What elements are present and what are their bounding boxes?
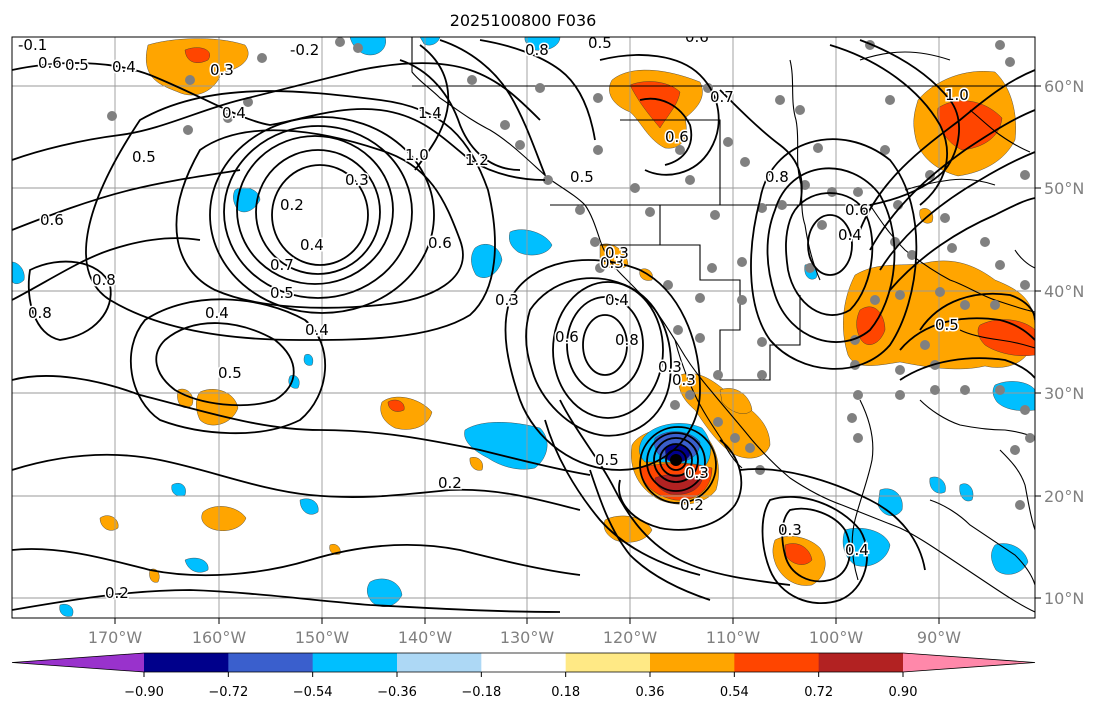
contour-label: 0.5	[218, 364, 242, 382]
contour-label: 0.3	[210, 61, 234, 79]
colorbar-ticks: −0.90 −0.72 −0.54 −0.36 −0.18 0.18 0.36 0.54 0.7…	[124, 672, 917, 700]
colorbar	[11, 652, 1036, 673]
contour-label: 0.3	[658, 358, 682, 376]
contour-label: 0.3	[600, 254, 624, 272]
contour-label: 1.0	[945, 86, 969, 104]
colorbar-segment	[565, 653, 651, 672]
colorbar-segment	[397, 653, 482, 672]
contour-label: 0.6	[38, 54, 62, 72]
contour-label: 0.5	[270, 284, 294, 302]
storm-center-marker	[670, 454, 682, 466]
contour-label: 0.4	[838, 226, 862, 244]
contour-lines	[12, 39, 1035, 613]
lat-tick-label: 20°N	[1044, 487, 1084, 506]
contour-label: 0.4	[305, 321, 329, 339]
contour-label: 0.3	[605, 244, 629, 262]
contour-label: 0.5	[132, 148, 156, 166]
contour-label: 0.2	[438, 474, 462, 492]
lon-tick-label: 120°W	[603, 628, 658, 647]
contour-label: 0.2	[105, 584, 129, 602]
contour-label: 0.2	[680, 496, 704, 514]
colorbar-segment	[481, 653, 567, 672]
contour-label: 0.5	[935, 316, 959, 334]
contour-label: 1.2	[465, 151, 489, 169]
contour-label: 1.4	[418, 104, 442, 122]
colorbar-segment	[734, 653, 820, 672]
contour-label: 0.8	[92, 271, 116, 289]
lon-tick-label: 90°W	[917, 628, 961, 647]
contour-label: 0.3	[495, 291, 519, 309]
contour-label: 0.4	[300, 236, 324, 254]
contour-label: 0.8	[615, 331, 639, 349]
contour-label: 0.6	[428, 234, 452, 252]
contour-label: 0.3	[778, 521, 802, 539]
colorbar-segment	[650, 653, 735, 672]
colorbar-tick-label: 0.18	[551, 685, 580, 700]
latitude-ticks: 10°N 20°N 30°N 40°N 50°N 60°N	[1035, 77, 1084, 608]
contour-label: 0.7	[710, 88, 734, 106]
colorbar-segment	[144, 653, 229, 672]
contour-label: 0.3	[345, 171, 369, 189]
contour-label: -0.2	[290, 41, 319, 59]
contour-label: 0.8	[28, 304, 52, 322]
lon-tick-label: 150°W	[295, 628, 350, 647]
contour-labels: -0.1 0.6 0.5 0.4 0.3 -0.2 0.5 0.8 0.6 0.…	[17, 28, 971, 604]
colorbar-min-extend	[12, 653, 144, 672]
lon-tick-label: 160°W	[192, 628, 247, 647]
colorbar-max-extend	[903, 653, 1035, 672]
lon-tick-label: 100°W	[809, 628, 864, 647]
map-frame	[11, 36, 1036, 619]
longitude-ticks: 170°W 160°W 150°W 140°W 130°W 120°W 110°W 100°W…	[88, 618, 961, 647]
contour-label: 0.6	[685, 28, 709, 46]
contour-label: 0.4	[845, 541, 869, 559]
contour-label: 0.5	[65, 56, 89, 74]
lon-tick-label: 140°W	[398, 628, 453, 647]
map-title: 2025100800 F036	[450, 11, 597, 30]
colorbar-segment	[228, 653, 314, 672]
lat-tick-label: 30°N	[1044, 384, 1084, 403]
contour-label: 0.4	[222, 104, 246, 122]
contour-label: 0.4	[605, 291, 629, 309]
contour-label: -0.1	[18, 36, 47, 54]
lat-tick-label: 40°N	[1044, 282, 1084, 301]
colorbar-tick-label: 0.54	[720, 685, 749, 700]
colorbar-tick-label: −0.72	[208, 685, 248, 700]
contour-label: 0.2	[280, 196, 304, 214]
colorbar-tick-label: −0.54	[293, 685, 333, 700]
contour-label: 0.5	[595, 451, 619, 469]
colorbar-tick-label: 0.36	[636, 685, 665, 700]
colorbar-segment	[818, 653, 904, 672]
lat-tick-label: 60°N	[1044, 77, 1084, 96]
contour-label: 0.4	[205, 304, 229, 322]
colorbar-tick-label: 0.72	[804, 685, 833, 700]
contour-label: 0.7	[270, 256, 294, 274]
contour-label: 0.8	[525, 41, 549, 59]
lon-tick-label: 170°W	[88, 628, 143, 647]
lat-tick-label: 50°N	[1044, 179, 1084, 198]
lon-tick-label: 130°W	[500, 628, 555, 647]
contour-label: 1.0	[405, 146, 429, 164]
contour-label: 0.8	[765, 168, 789, 186]
contour-label: 0.3	[672, 371, 696, 389]
colorbar-tick-label: −0.90	[124, 685, 164, 700]
contour-label: 0.4	[112, 58, 136, 76]
contour-label: 0.6	[40, 211, 64, 229]
contour-label: 0.3	[685, 464, 709, 482]
colorbar-tick-label: 0.90	[889, 685, 918, 700]
lat-tick-label: 10°N	[1044, 589, 1084, 608]
contour-label: 0.6	[845, 201, 869, 219]
colorbar-tick-label: −0.36	[377, 685, 417, 700]
lon-tick-label: 110°W	[706, 628, 761, 647]
colorbar-tick-label: −0.18	[461, 685, 501, 700]
map-area: -0.1 0.6 0.5 0.4 0.3 -0.2 0.5 0.8 0.6 0.…	[12, 28, 1035, 618]
contour-label: 0.5	[570, 168, 594, 186]
contour-label: 0.6	[665, 128, 689, 146]
contour-label: 0.6	[555, 328, 579, 346]
contour-label: 0.5	[588, 34, 612, 52]
colorbar-segment	[312, 653, 398, 672]
coastlines	[411, 37, 1035, 613]
